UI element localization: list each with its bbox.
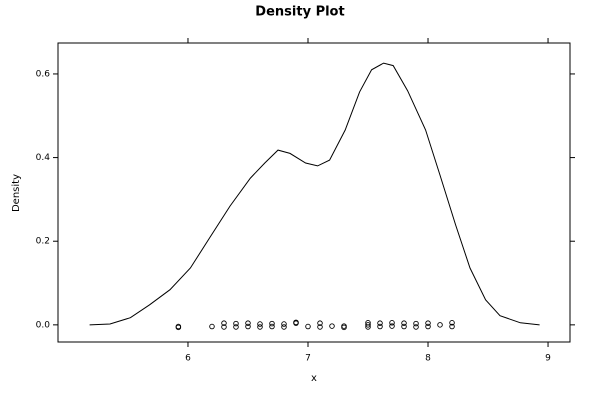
rug-point [425,320,431,326]
x-tick-label: 6 [185,354,191,364]
rug-point [401,323,407,330]
rug-point [221,320,227,326]
rug-point [233,324,239,330]
rug-point [389,323,395,329]
x-tick-label: 7 [305,354,311,364]
chart-title: Density Plot [255,5,344,20]
rug-point [317,324,323,330]
rug-point [377,323,383,330]
rug-point [257,324,263,330]
x-tick-label: 9 [545,354,551,364]
density-curve [89,62,540,326]
y-tick-label: 0.0 [36,320,51,330]
rug-point [413,320,419,327]
rug-point [449,323,455,330]
rug-point [389,320,395,326]
plot-frame [57,42,571,343]
rug-point [449,320,455,326]
y-tick-label: 0.4 [36,153,51,163]
rug-point [257,321,263,327]
y-axis-label: Density [11,174,22,212]
x-axis-label: x [311,373,317,384]
rug-point [233,320,239,327]
rug-point [209,323,215,330]
rug-point [341,324,347,331]
y-tick-label: 0.2 [36,237,50,247]
rug-point [401,320,407,326]
rug-point [377,320,383,326]
x-tick-label: 8 [425,354,431,364]
rug-point [269,320,275,327]
rug-point [365,322,371,328]
rug-point [413,324,419,330]
rug-point [293,320,299,326]
rug-point [281,321,287,327]
rug-point [305,323,311,330]
rug-point [245,320,251,326]
rug-point [245,323,251,330]
rug-point [281,324,287,330]
rug-point [329,323,335,329]
rug-point [437,322,443,328]
y-tick-label: 0.6 [36,69,51,79]
rug-point [269,323,275,330]
rug-point [221,324,227,330]
rug-point [317,320,323,326]
rug-point [365,324,371,330]
rug-point [425,323,431,330]
rug-point [175,324,182,331]
